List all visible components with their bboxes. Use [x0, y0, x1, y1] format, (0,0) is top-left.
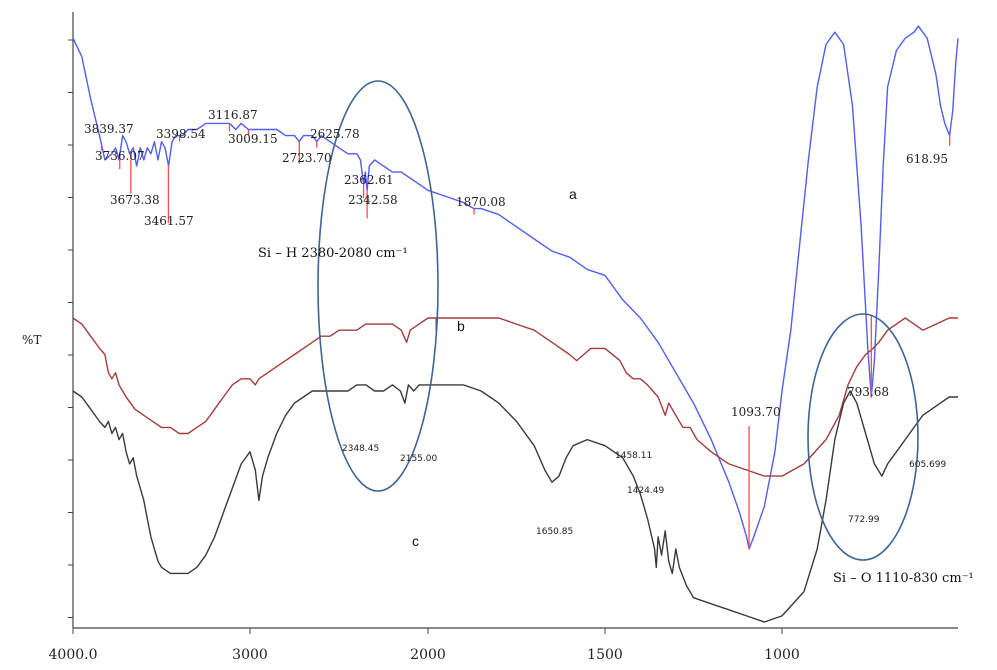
x-tick-label: 4000.0 — [49, 647, 98, 663]
peak-label: 1093.70 — [731, 405, 781, 419]
peak-label: 605.699 — [909, 460, 946, 470]
peak-labels: 3839.37 3736.07 3673.38 3461.57 3398.543116.… — [84, 108, 948, 537]
series-a-line — [72, 25, 959, 550]
series-label-c: c — [412, 533, 419, 549]
peak-label: 3736.07 — [95, 149, 145, 163]
peak-label: 3398.54 — [156, 127, 206, 141]
peak-label: 3009.15 — [228, 132, 278, 146]
peak-label: 772.99 — [848, 515, 880, 525]
y-axis-label: %T — [22, 333, 41, 347]
series-label-b: b — [457, 318, 465, 334]
peak-label: 1424.49 — [627, 486, 664, 496]
si-h-region-ellipse — [317, 80, 439, 492]
si-o-region-ellipse — [807, 313, 919, 561]
x-axis-ticks: 4000.0 3000 2000 1500 1000 — [49, 628, 800, 663]
peak-label: 3461.57 — [144, 214, 194, 228]
series-c-line — [72, 384, 958, 623]
peak-label: 793.68 — [847, 385, 889, 399]
peak-label: 3116.87 — [208, 108, 258, 122]
peak-label: 3673.38 — [110, 193, 160, 207]
peak-markers — [100, 123, 951, 550]
peak-label: 1458.11 — [615, 451, 652, 461]
series-layer — [72, 25, 959, 623]
y-axis-ticks — [68, 39, 73, 618]
peak-label: 1870.08 — [456, 195, 506, 209]
series-b-line — [72, 317, 958, 477]
series-label-a: a — [569, 186, 577, 202]
peak-label: 2348.45 — [342, 444, 379, 454]
peak-label: 3839.37 — [84, 122, 134, 136]
x-tick-label: 2000 — [410, 647, 446, 663]
si-h-annotation: Si – H 2380-2080 cm⁻¹ — [258, 246, 408, 261]
peak-label: 1650.85 — [536, 527, 573, 537]
x-tick-label: 1000 — [764, 647, 800, 663]
x-tick-label: 3000 — [232, 647, 268, 663]
peak-label: 2155.00 — [400, 454, 437, 464]
peak-label: 618.95 — [906, 152, 948, 166]
peak-label: 2362.61 — [344, 173, 394, 187]
peak-label: 2625.78 — [310, 127, 360, 141]
si-o-annotation: Si – O 1110-830 cm⁻¹ — [833, 571, 974, 586]
x-tick-label: 1500 — [587, 647, 623, 663]
peak-label: 2723.70 — [282, 151, 332, 165]
peak-label: 2342.58 — [348, 193, 398, 207]
